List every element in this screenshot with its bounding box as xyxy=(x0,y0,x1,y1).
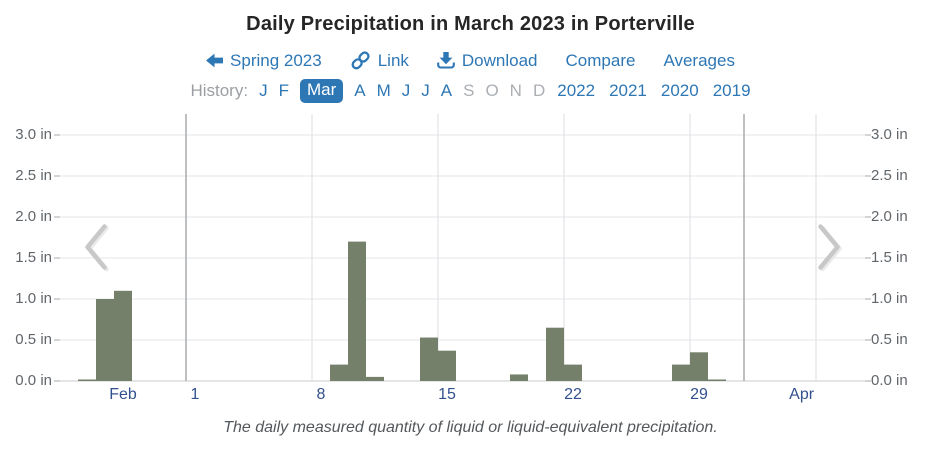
history-month-f[interactable]: F xyxy=(278,81,289,100)
history-year-2021[interactable]: 2021 xyxy=(609,81,647,100)
precipitation-chart xyxy=(54,114,871,382)
history-month-o: O xyxy=(485,81,499,100)
precip-bar-mar-21 xyxy=(546,327,564,381)
history-months: J F Mar A M J J A S O N D xyxy=(259,79,545,103)
prev-season-label: Spring 2023 xyxy=(230,50,322,70)
y-label-left-1.5-in: 1.5 in xyxy=(15,249,52,266)
link-label: Link xyxy=(377,50,409,70)
chain-link-icon xyxy=(350,50,371,71)
prev-month-chevron[interactable] xyxy=(77,221,109,273)
history-selector: History: J F Mar A M J J A S O N D 2022 2021 2020 2019 xyxy=(0,79,941,103)
precip-bar-mar-14 xyxy=(420,337,438,381)
history-month-a[interactable]: A xyxy=(354,81,366,100)
averages-label: Averages xyxy=(663,50,735,70)
history-month-n: N xyxy=(509,81,522,100)
precip-bar-mar-10 xyxy=(348,241,366,381)
y-label-left-2.0-in: 2.0 in xyxy=(15,208,52,225)
y-label-left-0.5-in: 0.5 in xyxy=(15,331,52,348)
download-button[interactable]: Download xyxy=(437,51,538,71)
prev-season-link[interactable]: Spring 2023 xyxy=(206,51,322,71)
x-label-15: 15 xyxy=(438,386,456,403)
precip-bar-mar-28 xyxy=(672,364,690,381)
chart-caption: The daily measured quantity of liquid or… xyxy=(223,419,718,436)
x-label-feb: Feb xyxy=(109,386,137,403)
download-label: Download xyxy=(461,50,538,70)
history-year-2020[interactable]: 2020 xyxy=(660,81,699,100)
history-month-mar: Mar xyxy=(299,79,344,103)
chart-toolbar: Spring 2023 Link Download xyxy=(0,50,941,71)
history-month-a[interactable]: A xyxy=(440,81,453,100)
history-month-d: D xyxy=(532,81,546,100)
y-label-left-1.0-in: 1.0 in xyxy=(15,290,52,307)
y-label-left-2.5-in: 2.5 in xyxy=(15,167,52,184)
history-month-s: S xyxy=(463,81,475,100)
compare-label: Compare xyxy=(565,50,636,70)
download-icon xyxy=(437,52,455,69)
precip-bar-mar-19 xyxy=(510,374,528,381)
page-title: Daily Precipitation in March 2023 in Por… xyxy=(246,13,695,35)
compare-link[interactable]: Compare xyxy=(566,51,636,71)
precip-bar-mar-30 xyxy=(708,379,726,381)
y-label-right-2.0-in: 2.0 in xyxy=(871,208,908,225)
next-month-chevron[interactable] xyxy=(814,221,846,273)
y-label-right-3.0-in: 3.0 in xyxy=(871,126,908,143)
x-label-8: 8 xyxy=(316,386,326,403)
precip-bar-feb-23 xyxy=(78,379,96,381)
x-label-29: 29 xyxy=(690,386,708,403)
history-month-j[interactable]: J xyxy=(421,81,430,100)
link-button[interactable]: Link xyxy=(350,50,409,71)
arrow-left-icon xyxy=(206,53,224,68)
history-month-j[interactable]: J xyxy=(401,81,411,100)
history-years: 2022 2021 2020 2019 xyxy=(556,81,750,101)
x-label-apr: Apr xyxy=(789,386,815,403)
y-label-right-1.0-in: 1.0 in xyxy=(871,290,908,307)
history-year-2022[interactable]: 2022 xyxy=(557,81,596,100)
y-label-left-3.0-in: 3.0 in xyxy=(15,126,52,143)
y-label-right-1.5-in: 1.5 in xyxy=(871,249,908,266)
precip-bar-mar-22 xyxy=(564,364,582,381)
history-year-2019[interactable]: 2019 xyxy=(712,81,751,100)
history-label: History: xyxy=(190,81,249,100)
y-label-right-0.5-in: 0.5 in xyxy=(871,331,908,348)
precip-bar-feb-25 xyxy=(114,290,132,381)
history-month-m[interactable]: M xyxy=(376,81,391,100)
precip-bar-mar-15 xyxy=(438,350,456,381)
precip-bar-feb-24 xyxy=(96,299,114,381)
precip-bar-mar-29 xyxy=(690,352,708,381)
x-label-22: 22 xyxy=(564,386,582,403)
history-month-j[interactable]: J xyxy=(259,81,268,100)
y-label-right-0.0-in: 0.0 in xyxy=(871,372,908,389)
y-label-right-2.5-in: 2.5 in xyxy=(871,167,908,184)
precip-bar-mar-9 xyxy=(330,364,348,381)
averages-link[interactable]: Averages xyxy=(663,51,735,71)
precip-bar-mar-11 xyxy=(366,376,384,381)
x-label-1: 1 xyxy=(190,386,200,403)
y-label-left-0.0-in: 0.0 in xyxy=(15,372,52,389)
